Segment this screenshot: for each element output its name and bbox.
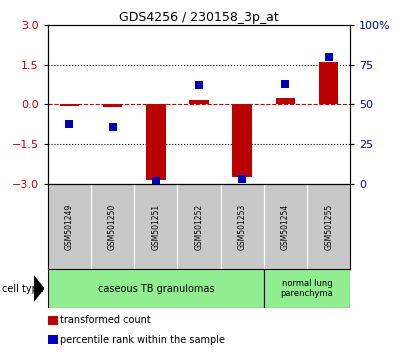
Text: GSM501251: GSM501251 [151, 204, 160, 250]
Text: GSM501249: GSM501249 [65, 204, 74, 250]
Bar [103, 104, 122, 107]
Bar [264, 269, 350, 308]
Text: GSM501252: GSM501252 [195, 204, 203, 250]
Point [326, 54, 332, 59]
Text: percentile rank within the sample: percentile rank within the sample [60, 335, 225, 345]
Text: cell type: cell type [2, 284, 44, 293]
Bar [189, 101, 209, 104]
Point [109, 124, 116, 130]
Point [282, 81, 289, 86]
Point [152, 178, 159, 184]
Polygon shape [34, 276, 44, 301]
Point [239, 176, 246, 182]
Bar [146, 104, 166, 180]
Text: transformed count: transformed count [60, 315, 150, 325]
Title: GDS4256 / 230158_3p_at: GDS4256 / 230158_3p_at [119, 11, 279, 24]
Text: GSM501253: GSM501253 [238, 204, 247, 250]
Point [196, 82, 202, 88]
Point [66, 121, 72, 126]
Text: GSM501255: GSM501255 [324, 204, 333, 250]
Bar [276, 98, 295, 104]
Text: normal lung
parenchyma: normal lung parenchyma [281, 279, 334, 298]
Text: GSM501254: GSM501254 [281, 204, 290, 250]
Text: GSM501250: GSM501250 [108, 204, 117, 250]
Bar [48, 269, 264, 308]
Bar [60, 104, 79, 106]
Bar [232, 104, 252, 177]
Text: caseous TB granulomas: caseous TB granulomas [98, 284, 214, 293]
Bar [319, 62, 338, 104]
